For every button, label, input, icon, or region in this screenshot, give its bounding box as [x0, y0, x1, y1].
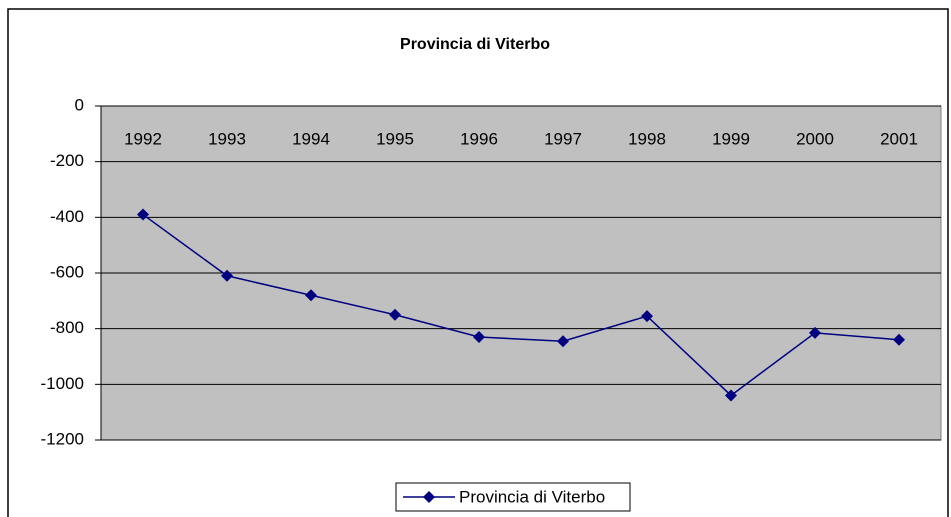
- x-tick-label: 2001: [880, 129, 918, 148]
- data-point: [221, 269, 233, 282]
- x-tick-label: 1994: [292, 129, 330, 148]
- data-point: [389, 308, 401, 321]
- x-tick-label: 2000: [796, 129, 834, 148]
- legend-marker: [423, 491, 435, 503]
- legend-box: [395, 482, 631, 512]
- data-point: [641, 310, 653, 323]
- y-tick-label: -200: [50, 151, 84, 170]
- data-point: [557, 335, 569, 348]
- y-tick-label: 0: [75, 95, 84, 114]
- series-line: [142, 213, 900, 397]
- data-point: [473, 331, 485, 344]
- data-point: [893, 333, 905, 346]
- x-tick-label: 1995: [376, 129, 414, 148]
- y-tick-label: -600: [50, 262, 84, 281]
- data-point: [305, 289, 317, 302]
- data-point: [725, 389, 737, 402]
- legend-label: Provincia di Viterbo: [459, 487, 605, 506]
- x-tick-label: 1999: [712, 129, 750, 148]
- x-tick-label: 1992: [124, 129, 162, 148]
- chart-title: Provincia di Viterbo: [400, 36, 550, 53]
- y-tick-label: -1000: [41, 374, 84, 393]
- y-tick-label: -800: [50, 318, 84, 337]
- data-point: [137, 208, 149, 221]
- x-tick-label: 1998: [628, 129, 666, 148]
- x-tick-label: 1996: [460, 129, 498, 148]
- x-tick-label: 1997: [544, 129, 582, 148]
- data-point: [809, 326, 821, 339]
- x-tick-label: 1993: [208, 129, 246, 148]
- y-tick-label: -1200: [41, 429, 84, 448]
- y-tick-label: -400: [50, 207, 84, 226]
